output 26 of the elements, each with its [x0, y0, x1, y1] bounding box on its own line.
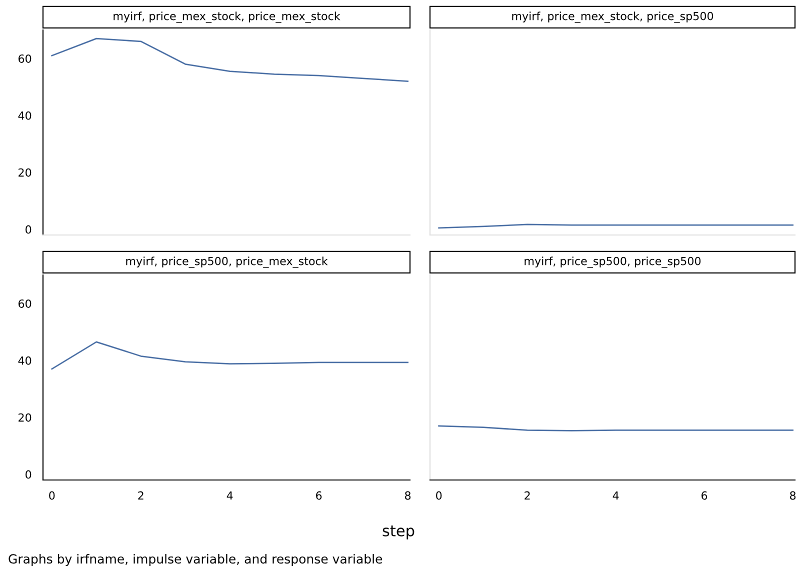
x-tick-label: 4: [226, 491, 233, 500]
y-tick-label: 60: [18, 299, 32, 308]
chart-title: myirf, price_mex_stock, price_mex_stock: [114, 12, 340, 23]
y-tick-label: 20: [18, 413, 32, 422]
y-tick-label: 40: [18, 111, 32, 120]
x-tick-label: 8: [404, 491, 411, 500]
x-axis-title: step: [382, 525, 414, 540]
x-tick-label: 2: [138, 491, 144, 500]
text: Graphs by irfname, impulse variable, and response variable: [8, 554, 382, 566]
y-tick-label: 0: [26, 470, 32, 479]
x-tick-label: 0: [436, 491, 442, 500]
y-tick-label: 20: [18, 168, 32, 177]
y-tick-label: 60: [18, 54, 32, 63]
chart-title: myirf, price_sp500, price_mex_stock: [126, 256, 328, 268]
x-tick-label: 2: [524, 491, 530, 500]
chart-title: myirf, price_sp500, price_sp500: [524, 256, 701, 268]
x-tick-label: 6: [316, 491, 322, 500]
x-tick-label: 0: [49, 491, 55, 500]
y-tick-label: 0: [26, 225, 32, 234]
x-tick-label: 6: [702, 491, 708, 500]
x-tick-label: 4: [612, 491, 619, 500]
x-tick-label: 8: [790, 491, 796, 500]
line-series: [51, 38, 408, 82]
chart-title: myirf, price_mex_stock, price_sp500: [512, 12, 714, 23]
y-tick-label: 40: [18, 356, 32, 365]
line-series: [51, 341, 408, 370]
